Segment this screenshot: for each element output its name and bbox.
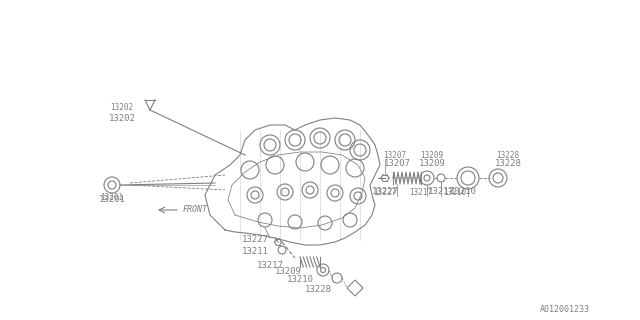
Text: 13211: 13211 [241, 247, 268, 257]
Text: 13201: 13201 [99, 196, 125, 204]
Text: 13209: 13209 [420, 151, 444, 160]
Text: 13217: 13217 [410, 188, 433, 197]
Text: 13227: 13227 [372, 188, 399, 196]
Text: 13227: 13227 [373, 188, 397, 197]
Text: 13207: 13207 [383, 158, 410, 167]
Text: 13217: 13217 [428, 188, 454, 196]
Text: 13209: 13209 [419, 158, 445, 167]
Text: 13209: 13209 [275, 268, 301, 276]
Text: 13201: 13201 [100, 193, 124, 202]
Text: 13210: 13210 [444, 188, 467, 197]
Text: 13217: 13217 [257, 260, 284, 269]
Text: 13202: 13202 [111, 103, 134, 112]
Text: 13210: 13210 [287, 276, 314, 284]
Text: 13227: 13227 [241, 236, 268, 244]
Text: 13228: 13228 [305, 285, 332, 294]
Text: A012001233: A012001233 [540, 305, 590, 314]
Text: 13207: 13207 [383, 151, 406, 160]
Text: 13202: 13202 [109, 114, 136, 123]
Text: 13210: 13210 [449, 188, 476, 196]
Text: FRONT: FRONT [183, 205, 208, 214]
Text: 13228: 13228 [495, 158, 522, 167]
Text: 13228: 13228 [497, 151, 520, 160]
